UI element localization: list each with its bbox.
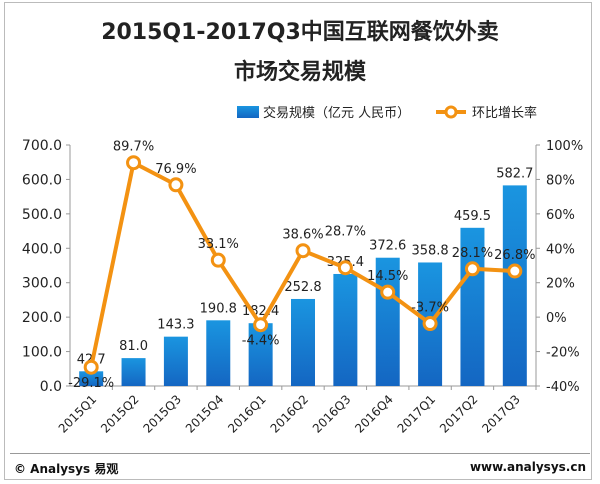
x-tick-label: 2016Q4 (352, 392, 396, 436)
left-tick-label: 0.0 (40, 379, 62, 395)
growth-value-label: 28.7% (325, 225, 366, 240)
right-tick-label: 60% (546, 208, 575, 223)
bar (460, 227, 485, 386)
bar (375, 257, 400, 386)
right-tick-label: 100% (546, 139, 583, 154)
legend-bar-swatch (237, 106, 259, 118)
right-tick-label: -20% (546, 346, 580, 361)
growth-value-label: 28.1% (452, 246, 493, 261)
frame (4, 2, 592, 480)
bar-value-label: 372.6 (369, 239, 406, 254)
growth-marker (126, 155, 142, 171)
growth-value-label: 76.9% (155, 162, 196, 177)
growth-marker (83, 359, 99, 375)
bar-value-label: 252.8 (284, 280, 321, 295)
right-tick-label: 20% (546, 277, 575, 292)
bar (291, 298, 315, 386)
x-tick-label: 2016Q2 (268, 392, 312, 436)
growth-marker (422, 316, 438, 332)
x-tick-label: 2016Q3 (310, 392, 354, 436)
growth-marker (464, 261, 480, 277)
growth-marker (168, 177, 184, 193)
left-tick-label: 300.0 (22, 276, 62, 292)
chart-title: 2015Q1-2017Q3中国互联网餐饮外卖 (101, 20, 499, 45)
right-tick-label: 80% (546, 173, 575, 188)
bar (79, 371, 104, 386)
left-tick-label: 500.0 (22, 207, 62, 223)
growth-value-label: -4.4% (242, 334, 280, 349)
x-tick-label: 2016Q1 (225, 392, 269, 436)
x-tick-label: 2015Q3 (140, 392, 184, 436)
footer-url: www.analysys.cn (469, 460, 586, 474)
bar (333, 273, 358, 386)
legend-bar-label: 交易规模（亿元 人民币） (263, 105, 410, 121)
x-tick-label: 2015Q1 (56, 392, 100, 436)
left-tick-label: 400.0 (22, 241, 62, 257)
bar-value-label: 190.8 (200, 301, 237, 316)
bar (206, 320, 231, 386)
bar-value-label: 81.0 (119, 339, 148, 354)
bar (248, 323, 273, 386)
bar (121, 358, 146, 386)
growth-value-label: 89.7% (113, 140, 154, 155)
x-tick-label: 2015Q2 (98, 392, 142, 436)
bar (163, 336, 188, 386)
right-tick-label: -40% (546, 380, 580, 395)
growth-marker (507, 263, 523, 279)
growth-marker (253, 317, 269, 333)
footer-divider (10, 453, 590, 454)
left-tick-label: 100.0 (22, 345, 62, 361)
x-tick-label: 2015Q4 (183, 392, 227, 436)
growth-value-label: 38.6% (282, 228, 323, 243)
growth-value-label: -29.1% (68, 376, 114, 391)
legend-line-label: 环比增长率 (472, 105, 537, 121)
growth-value-label: 26.8% (494, 248, 535, 263)
x-tick-label: 2017Q1 (395, 392, 439, 436)
bar-value-label: 143.3 (157, 318, 194, 333)
x-tick-label: 2017Q2 (437, 392, 481, 436)
growth-value-label: -3.7% (411, 301, 449, 316)
left-tick-label: 600.0 (22, 172, 62, 188)
chart-subtitle: 市场交易规模 (233, 60, 366, 85)
footer-brand: © Analysys 易观 (14, 462, 119, 476)
growth-marker (295, 243, 311, 259)
right-tick-label: 40% (546, 242, 575, 257)
growth-value-label: 14.5% (367, 269, 408, 284)
right-tick-label: 0% (546, 311, 567, 326)
growth-marker (380, 284, 396, 300)
x-tick-label: 2017Q3 (479, 392, 523, 436)
bar-value-label: 459.5 (454, 209, 491, 224)
left-tick-label: 200.0 (22, 310, 62, 326)
growth-marker (337, 260, 353, 276)
bar-value-label: 358.8 (411, 243, 448, 258)
growth-value-label: 33.1% (198, 237, 239, 252)
bar-value-label: 582.7 (496, 166, 533, 181)
left-tick-label: 700.0 (22, 138, 62, 154)
legend-line-marker (444, 105, 458, 119)
growth-marker (210, 252, 226, 268)
bar (502, 185, 527, 386)
